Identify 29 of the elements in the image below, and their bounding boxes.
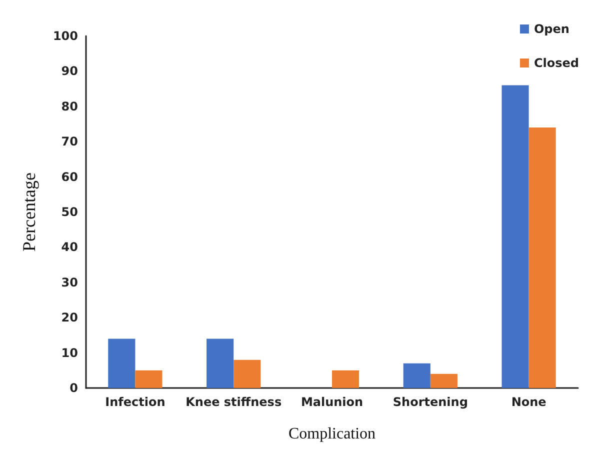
y-tick-label: 10 (61, 346, 78, 360)
legend-label: Open (534, 22, 570, 36)
y-tick-label: 50 (61, 205, 78, 219)
x-tick-label: Knee stiffness (186, 395, 282, 409)
bar (502, 85, 529, 388)
bar (206, 338, 234, 388)
y-tick-label: 0 (70, 381, 78, 395)
y-tick-label: 100 (52, 29, 78, 43)
legend-label: Closed (534, 56, 580, 70)
bar (528, 128, 556, 388)
y-tick-label: 80 (61, 99, 78, 114)
bar (430, 374, 458, 388)
bar (332, 370, 360, 388)
y-tick-label: 60 (61, 170, 78, 184)
y-tick-label: 30 (61, 275, 78, 290)
y-tick-label: 70 (61, 134, 78, 149)
bar (234, 360, 261, 388)
x-tick-label: Malunion (300, 395, 364, 409)
y-axis-title: Percentage (19, 172, 39, 252)
y-tick-label: 40 (61, 240, 78, 254)
bar (108, 338, 136, 388)
x-tick-label: Shortening (392, 395, 468, 409)
x-tick-label: None (511, 395, 546, 409)
y-tick-label: 90 (61, 64, 78, 78)
y-tick-label: 20 (61, 310, 78, 325)
bar (403, 363, 430, 388)
x-axis-title: Complication (288, 426, 376, 442)
bar (135, 370, 162, 388)
x-tick-label: Infection (105, 395, 166, 409)
